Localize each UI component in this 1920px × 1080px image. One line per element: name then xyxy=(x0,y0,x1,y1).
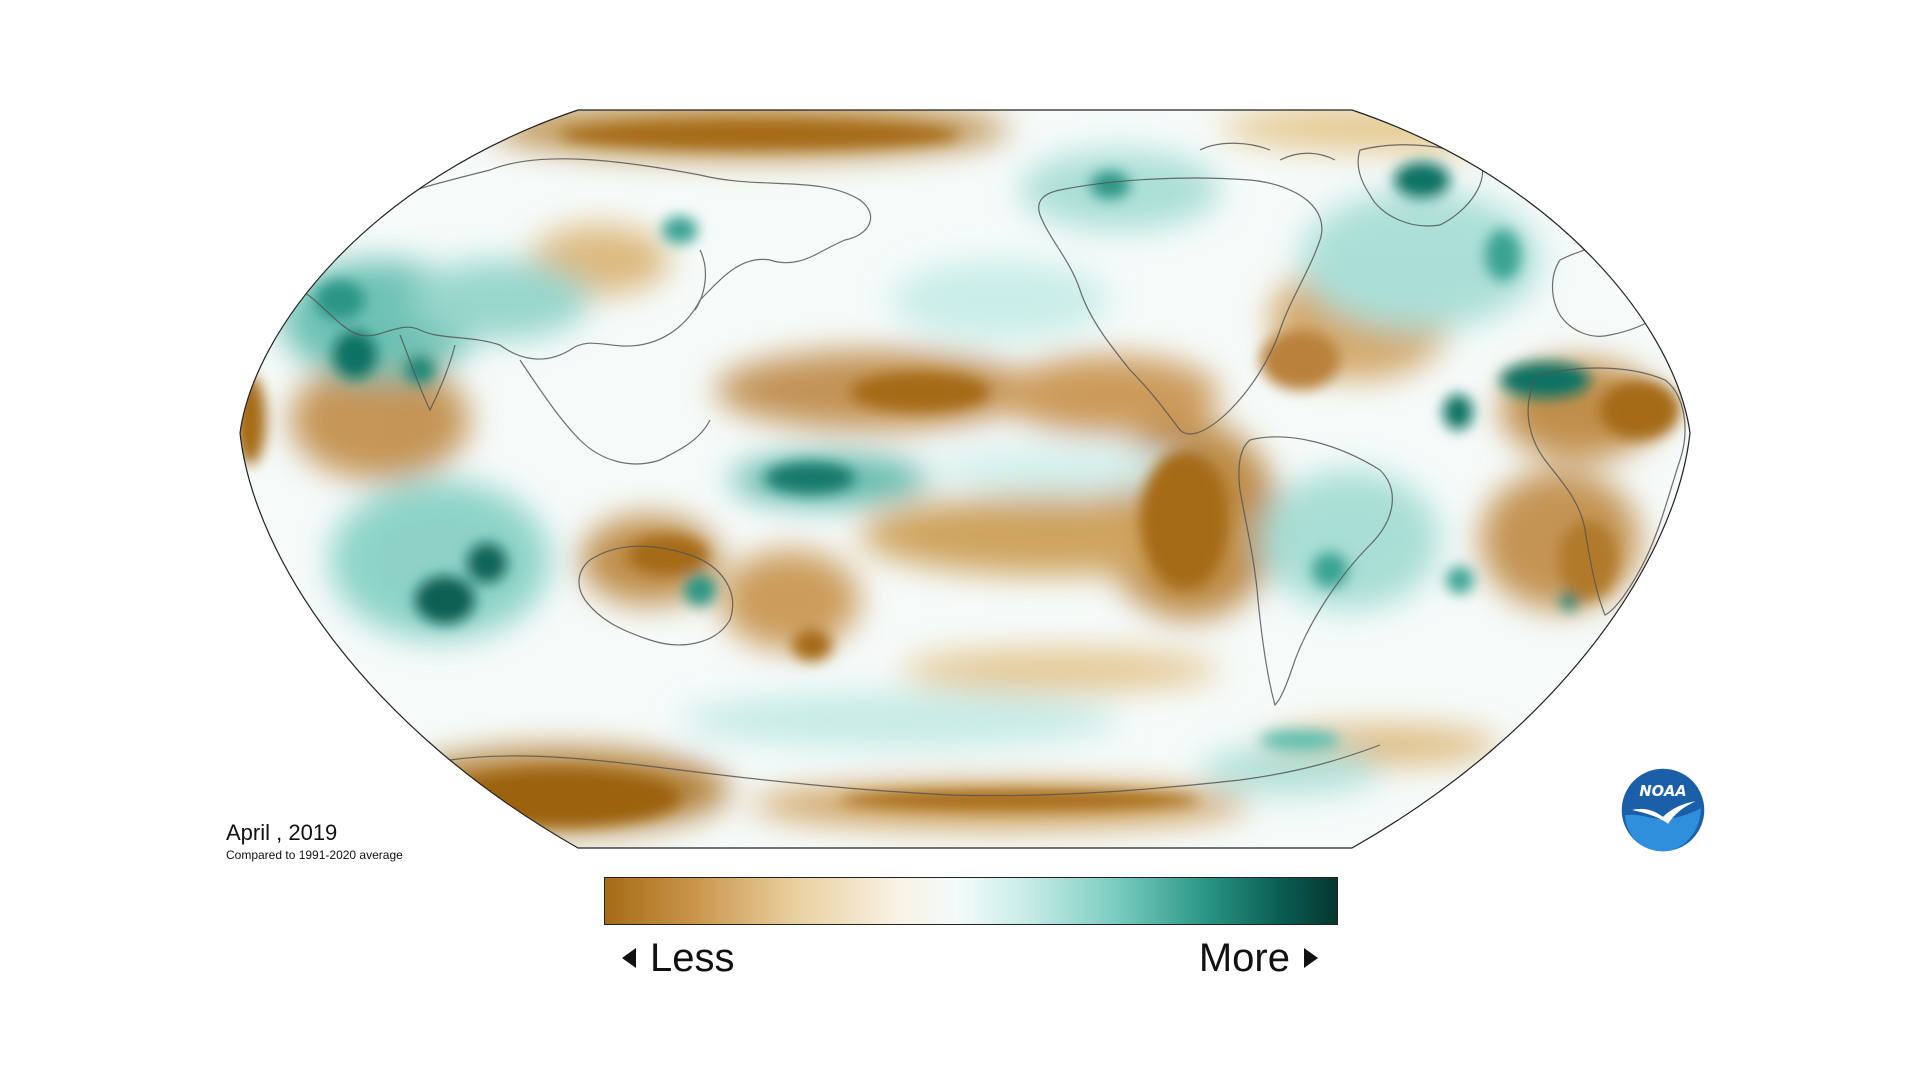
wet-core xyxy=(467,543,507,583)
coastline-north-america xyxy=(1038,177,1323,435)
map-border xyxy=(239,109,1691,849)
dry-region xyxy=(290,360,470,480)
wet-core xyxy=(1485,229,1521,281)
legend-more-group: More xyxy=(1199,935,1318,981)
legend-colorbar xyxy=(604,877,1338,925)
wet-core xyxy=(333,331,377,379)
map-baseline-label: Compared to 1991-2020 average xyxy=(226,848,403,862)
dry-core xyxy=(850,372,990,412)
coastline-arctic-islands xyxy=(1199,142,1336,161)
dry-core xyxy=(560,121,960,149)
dry-region xyxy=(1480,470,1640,610)
dry-region xyxy=(1000,355,1220,435)
noaa-logo-icon: NOAA xyxy=(1621,768,1705,852)
dry-core xyxy=(1140,450,1230,590)
dry-region xyxy=(720,550,860,650)
wet-core xyxy=(415,576,475,624)
coastline-japan xyxy=(694,249,706,311)
wet-core xyxy=(684,574,716,606)
wet-core xyxy=(1500,362,1590,398)
wet-core xyxy=(1446,566,1474,594)
legend-less-label: Less xyxy=(650,936,735,980)
wet-core xyxy=(1658,556,1682,584)
dry-core xyxy=(1260,330,1340,390)
legend-more-label: More xyxy=(1198,936,1290,980)
coastlines xyxy=(282,142,1686,797)
broad-anomaly-layer xyxy=(280,110,1660,832)
dry-core xyxy=(792,629,832,661)
coastline-australia xyxy=(578,545,734,646)
wet-core xyxy=(1394,162,1450,198)
wet-core xyxy=(405,356,435,384)
wet-region xyxy=(680,692,1120,748)
wet-region xyxy=(330,480,550,640)
wet-core xyxy=(662,216,698,244)
coastline-southeast-asia xyxy=(519,359,711,465)
coastline-south-america xyxy=(1238,436,1393,707)
dry-core xyxy=(1600,380,1680,440)
right-arrow-icon xyxy=(1304,948,1318,968)
wet-region xyxy=(890,260,1110,340)
dry-region xyxy=(900,648,1220,692)
wet-core xyxy=(1090,171,1130,199)
dry-core xyxy=(628,535,708,575)
left-arrow-icon xyxy=(622,948,636,968)
dry-core xyxy=(440,770,680,826)
legend-less-group: Less xyxy=(622,935,735,981)
coastline-india xyxy=(399,334,456,412)
wet-core xyxy=(765,462,855,494)
wet-core xyxy=(1260,730,1340,750)
coastline-greenland xyxy=(1357,144,1484,227)
dry-core xyxy=(1558,520,1618,600)
logo-lower-half xyxy=(1625,808,1701,852)
wet-region xyxy=(1300,190,1540,330)
coastline-antarctica xyxy=(449,744,1381,797)
wet-core xyxy=(1443,394,1473,430)
dry-core xyxy=(840,790,1200,810)
wet-core xyxy=(1312,552,1348,588)
wet-region xyxy=(410,260,590,340)
logo-text: NOAA xyxy=(1639,783,1686,800)
coastline-africa xyxy=(1527,367,1686,616)
wet-core xyxy=(315,280,365,320)
anomaly-field xyxy=(240,110,1690,848)
dry-core xyxy=(240,375,266,465)
legend-gradient xyxy=(604,877,1338,925)
wet-region xyxy=(930,446,1190,494)
logo-bird-shape xyxy=(1632,801,1696,824)
wet-region xyxy=(1260,470,1440,610)
wet-region xyxy=(1200,746,1380,794)
map-date-label: April , 2019 xyxy=(226,820,338,845)
